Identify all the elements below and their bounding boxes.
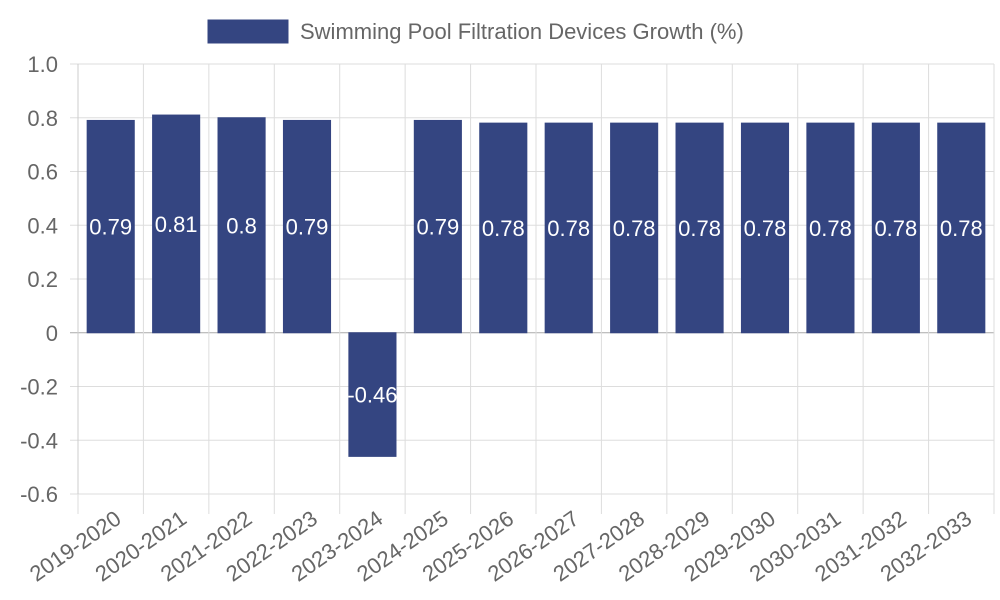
bar-value-label: 0.78 bbox=[940, 216, 983, 241]
y-tick-label: -0.4 bbox=[20, 428, 58, 453]
y-tick-label: 0.4 bbox=[27, 213, 58, 238]
bar-value-label: 0.78 bbox=[678, 216, 721, 241]
bar-value-label: 0.78 bbox=[874, 216, 917, 241]
bar[interactable] bbox=[675, 122, 724, 334]
grid bbox=[70, 63, 995, 514]
bar[interactable] bbox=[806, 122, 855, 334]
bar-value-label: 0.79 bbox=[416, 215, 459, 240]
y-tick-label: 0 bbox=[46, 321, 58, 346]
bar-value-label: 0.81 bbox=[155, 212, 198, 237]
bar-value-label: 0.8 bbox=[226, 213, 257, 238]
bar[interactable] bbox=[86, 119, 135, 334]
bar-value-label: 0.78 bbox=[613, 216, 656, 241]
bar-value-label: 0.78 bbox=[809, 216, 852, 241]
bar-value-label: 0.78 bbox=[744, 216, 787, 241]
y-tick-label: -0.2 bbox=[20, 375, 58, 400]
bar-value-label: 0.78 bbox=[547, 216, 590, 241]
bar-value-label: -0.46 bbox=[347, 383, 397, 408]
bar[interactable] bbox=[152, 114, 201, 334]
bar-value-label: 0.79 bbox=[89, 215, 132, 240]
bar[interactable] bbox=[348, 332, 397, 457]
bar-labels: 0.79 0.81 0.8 0.79 -0.46 0.79 0.78 0.78 0.78 0.78… bbox=[89, 212, 982, 408]
legend-label: Swimming Pool Filtration Devices Growth … bbox=[300, 19, 744, 44]
bar[interactable] bbox=[871, 122, 920, 334]
bar-value-label: 0.78 bbox=[482, 216, 525, 241]
bar[interactable] bbox=[413, 119, 462, 334]
bar[interactable] bbox=[217, 117, 266, 334]
legend-swatch bbox=[207, 19, 289, 44]
legend[interactable]: Swimming Pool Filtration Devices Growth … bbox=[207, 19, 744, 44]
bar[interactable] bbox=[479, 122, 528, 334]
bars bbox=[86, 114, 986, 457]
bar-value-label: 0.79 bbox=[286, 215, 329, 240]
y-tick-label: -0.6 bbox=[20, 482, 58, 507]
bar[interactable] bbox=[544, 122, 593, 334]
bar[interactable] bbox=[610, 122, 659, 334]
bar[interactable] bbox=[937, 122, 986, 334]
bar[interactable] bbox=[740, 122, 790, 334]
bar[interactable] bbox=[282, 119, 332, 334]
y-tick-label: 0.8 bbox=[27, 106, 58, 131]
y-tick-label: 0.6 bbox=[27, 160, 58, 185]
y-tick-label: 1.0 bbox=[27, 52, 58, 77]
y-tick-label: 0.2 bbox=[27, 267, 58, 292]
